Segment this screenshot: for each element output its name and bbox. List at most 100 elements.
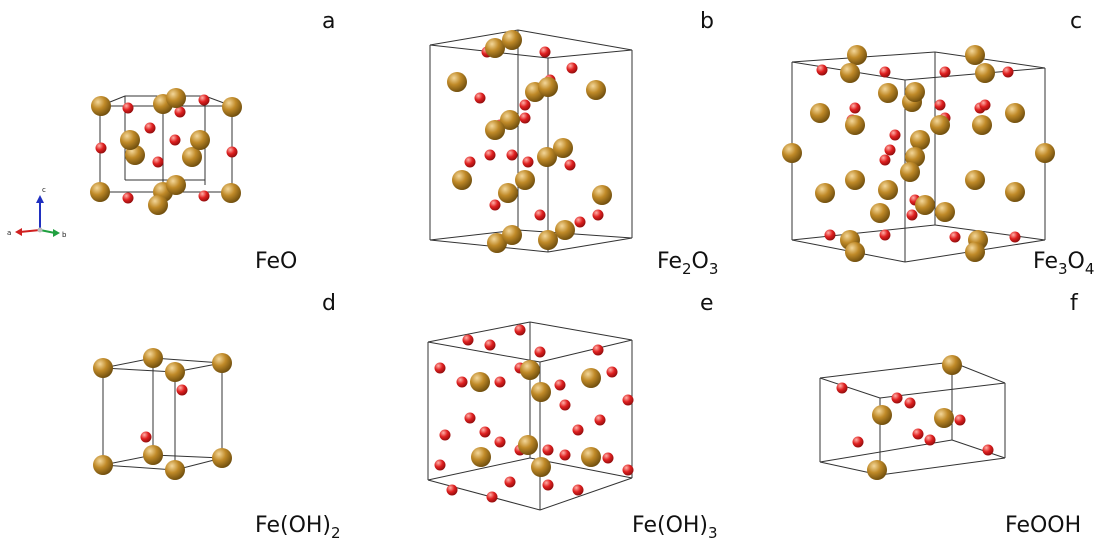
o-atom bbox=[593, 345, 604, 356]
o-atom bbox=[555, 380, 566, 391]
o-atom bbox=[595, 415, 606, 426]
cell-edge bbox=[518, 230, 632, 238]
fe-atom bbox=[502, 30, 522, 50]
o-atom bbox=[435, 460, 446, 471]
cell-edge bbox=[952, 440, 1005, 458]
o-atom bbox=[543, 480, 554, 491]
fe-atom bbox=[586, 80, 606, 100]
o-atom bbox=[935, 100, 946, 111]
o-atom bbox=[980, 100, 991, 111]
panel-letter: c bbox=[1070, 9, 1082, 34]
fe-atom bbox=[212, 353, 232, 373]
o-atom bbox=[543, 445, 554, 456]
fe-atom bbox=[538, 230, 558, 250]
fe-atom bbox=[592, 185, 612, 205]
fe-atom bbox=[975, 63, 995, 83]
fe-atom bbox=[840, 63, 860, 83]
o-atom bbox=[535, 210, 546, 221]
fe-atom bbox=[93, 358, 113, 378]
o-atom bbox=[1010, 232, 1021, 243]
o-atom bbox=[905, 398, 916, 409]
o-atom bbox=[123, 193, 134, 204]
o-atom bbox=[955, 415, 966, 426]
fe-atom bbox=[515, 170, 535, 190]
o-atom bbox=[440, 430, 451, 441]
formula: FeO bbox=[255, 249, 297, 274]
o-atom bbox=[520, 100, 531, 111]
o-atom bbox=[123, 103, 134, 114]
fe-atom bbox=[165, 460, 185, 480]
o-atom bbox=[907, 210, 918, 221]
o-atom bbox=[593, 210, 604, 221]
fe-atom bbox=[553, 138, 573, 158]
formula: FeOOH bbox=[1005, 513, 1081, 538]
formula: Fe2O3 bbox=[657, 249, 718, 278]
a-axis-head bbox=[15, 228, 22, 236]
formula-part: Fe(OH) bbox=[632, 513, 708, 538]
fe-atom bbox=[222, 97, 242, 117]
o-atom bbox=[885, 145, 896, 156]
o-atom bbox=[485, 340, 496, 351]
axis-label: c bbox=[42, 186, 46, 194]
formula: Fe(OH)2 bbox=[255, 513, 341, 542]
panel-letter: f bbox=[1070, 291, 1079, 316]
cell-edge bbox=[153, 455, 222, 458]
formula-subscript: 3 bbox=[1058, 260, 1068, 278]
axis-label: b bbox=[62, 231, 67, 239]
o-atom bbox=[850, 103, 861, 114]
o-atom bbox=[880, 230, 891, 241]
fe-atom bbox=[498, 183, 518, 203]
o-atom bbox=[567, 63, 578, 74]
o-atom bbox=[153, 157, 164, 168]
o-atom bbox=[465, 413, 476, 424]
fe-atom bbox=[143, 348, 163, 368]
o-atom bbox=[817, 65, 828, 76]
formula-part: Fe bbox=[657, 249, 682, 274]
o-atom bbox=[495, 437, 506, 448]
o-atom bbox=[623, 395, 634, 406]
o-atom bbox=[485, 150, 496, 161]
fe-atom bbox=[915, 195, 935, 215]
o-atom bbox=[573, 425, 584, 436]
o-atom bbox=[515, 325, 526, 336]
cell-edge bbox=[103, 368, 175, 372]
fe-atom bbox=[905, 82, 925, 102]
cell-edge bbox=[530, 322, 632, 340]
o-atom bbox=[575, 217, 586, 228]
o-atom bbox=[560, 400, 571, 411]
fe-atom bbox=[1035, 143, 1055, 163]
cell-edge bbox=[905, 68, 1045, 80]
o-atom bbox=[892, 393, 903, 404]
o-atom bbox=[487, 492, 498, 503]
fe-atom bbox=[972, 115, 992, 135]
o-atom bbox=[623, 465, 634, 476]
fe-atom bbox=[190, 130, 210, 150]
o-atom bbox=[505, 477, 516, 488]
panel-letter: d bbox=[322, 291, 336, 316]
o-atom bbox=[573, 485, 584, 496]
panel-letter: a bbox=[322, 9, 335, 34]
panel: eFe(OH)3 bbox=[632, 291, 718, 542]
fe-atom bbox=[531, 457, 551, 477]
o-atom bbox=[603, 453, 614, 464]
o-atom bbox=[177, 385, 188, 396]
fe-atom bbox=[900, 162, 920, 182]
o-atom bbox=[825, 230, 836, 241]
o-atom bbox=[435, 363, 446, 374]
fe-atom bbox=[872, 405, 892, 425]
cell-edge bbox=[820, 362, 952, 378]
o-atom bbox=[199, 95, 210, 106]
formula-part: FeOOH bbox=[1005, 513, 1081, 538]
cell-edge bbox=[820, 378, 880, 398]
o-atom bbox=[880, 155, 891, 166]
fe-atom bbox=[965, 242, 985, 262]
fe-atom bbox=[485, 120, 505, 140]
fe-atom bbox=[934, 408, 954, 428]
o-atom bbox=[96, 143, 107, 154]
fe-atom bbox=[143, 445, 163, 465]
formula-part: O bbox=[692, 249, 709, 274]
cell-edge bbox=[428, 322, 530, 342]
o-atom bbox=[490, 200, 501, 211]
fe-atom bbox=[520, 360, 540, 380]
fe-atom bbox=[847, 45, 867, 65]
